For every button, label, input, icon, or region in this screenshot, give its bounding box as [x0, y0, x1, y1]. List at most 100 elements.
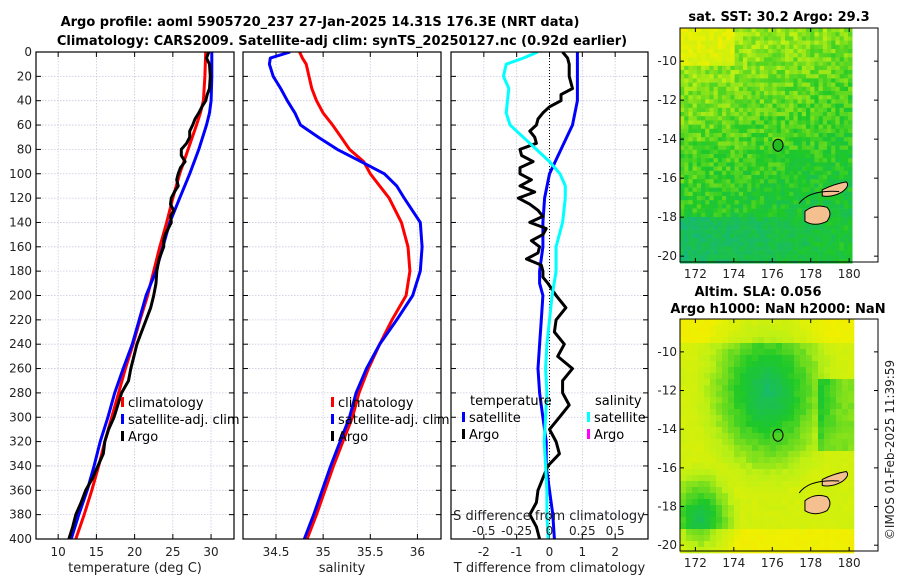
- x-tick-label: 34.5: [263, 545, 290, 559]
- map-lat-tick-label: -18: [657, 500, 677, 514]
- axes-frame: [450, 51, 649, 540]
- x-tick-label: 35.5: [357, 545, 384, 559]
- map-frame: [679, 318, 879, 552]
- sla-map-title-line2: Argo h1000: NaN h2000: NaN: [670, 302, 885, 317]
- map-lon-tick-label: 172: [684, 267, 707, 281]
- axes-frame: [242, 51, 442, 540]
- y-tick-label: 320: [9, 435, 32, 449]
- legend-temp-2-label: Argo: [128, 430, 158, 445]
- legend-sal-2-label: Argo: [338, 430, 368, 445]
- s-diff-tick-label: 0.5: [606, 524, 625, 538]
- s-diff-tick-label: 0: [546, 524, 554, 538]
- map-lon-tick-label: 174: [722, 267, 745, 281]
- map-lat-tick-label: -16: [657, 171, 677, 185]
- x-axis-label: salinity: [319, 561, 366, 576]
- map-lon-tick-label: 176: [761, 556, 784, 570]
- y-tick-label: 200: [9, 289, 32, 303]
- y-tick-label: 400: [9, 532, 32, 546]
- salinity-panel: 34.5 35 35.5 36 salinity climatology satellite…: [242, 51, 450, 576]
- x-tick-label: 30: [203, 545, 218, 559]
- y-tick-label: 20: [17, 69, 32, 83]
- imos-watermark: ©IMOS 01-Feb-2025 11:39:59: [883, 360, 897, 540]
- legend-temp-1-label: satellite-adj. clim: [128, 413, 240, 428]
- heatmap-cells: [680, 28, 853, 264]
- y-tick-label: 100: [9, 167, 32, 181]
- figure-title-line2: Climatology: CARS2009. Satellite-adj cli…: [57, 34, 627, 49]
- series-group: [267, 52, 424, 539]
- y-tick-label: 80: [17, 142, 32, 156]
- series-group: [502, 52, 579, 539]
- y-tick-label: 260: [9, 362, 32, 376]
- x-tick-label: -2: [478, 545, 490, 559]
- y-tick-label: 380: [9, 508, 32, 522]
- map-lon-tick-label: 178: [799, 267, 822, 281]
- map-lon-tick-label: 178: [799, 556, 822, 570]
- x-tick-label: 0: [546, 545, 554, 559]
- map-lon-tick-label: 174: [722, 556, 745, 570]
- map-lon-tick-label: 176: [761, 267, 784, 281]
- heatmap-cells: [680, 319, 855, 554]
- map-lat-tick-label: -10: [657, 345, 677, 359]
- land-vanua-levu: [821, 181, 849, 197]
- series-group: [67, 52, 214, 539]
- s-diff-tick-label: -0.25: [501, 524, 532, 538]
- series-line-satellite-adj-clim: [267, 52, 424, 539]
- y-tick-label: 300: [9, 410, 32, 424]
- map-frame: [679, 27, 879, 263]
- map-lon-tick-label: 180: [838, 556, 861, 570]
- legend-sal-1-label: satellite-adj. clim: [338, 413, 450, 428]
- y-tick-label: 340: [9, 459, 32, 473]
- s-diff-tick-label: -0.5: [472, 524, 495, 538]
- argo-location-marker: [772, 138, 784, 152]
- y-tick-label: 180: [9, 264, 32, 278]
- argo-location-marker: [772, 428, 784, 442]
- map-lat-tick-label: -16: [657, 461, 677, 475]
- map-lat-tick-label: -18: [657, 210, 677, 224]
- x-tick-label: 2: [611, 545, 619, 559]
- sla-map-panel: 172 174 176 178 180 -10 -12 -14 -16 -18 -20 Altim. …: [657, 285, 885, 570]
- legend-diff-temp-argo-label: Argo: [469, 428, 499, 443]
- x-tick-label: 25: [165, 545, 180, 559]
- reef-contour: [798, 190, 840, 204]
- y-tick-label: 240: [9, 337, 32, 351]
- x-axis-label: T difference from climatology: [453, 561, 646, 576]
- map-lon-tick-label: 172: [684, 556, 707, 570]
- legend-temp-2-swatch: [121, 431, 124, 441]
- sst-map-title: sat. SST: 30.2 Argo: 29.3: [688, 10, 869, 25]
- sst-map-panel: 172 174 176 178 180 -10 -12 -14 -16 -18 -20 sat. SS…: [657, 10, 879, 281]
- y-tick-label: 160: [9, 240, 32, 254]
- y-tick-label: 360: [9, 483, 32, 497]
- series-line-salinity-satellite: [502, 52, 567, 539]
- series-line-temperature-argo: [516, 52, 574, 539]
- legend-temp-0-swatch: [121, 397, 124, 407]
- x-axis-label: temperature (deg C): [68, 561, 202, 576]
- s-diff-tick-label: 0.25: [569, 524, 596, 538]
- s-diff-axis-label: S difference from climatology: [453, 509, 645, 524]
- x-tick-label: -1: [511, 545, 523, 559]
- series-line-argo: [67, 52, 212, 539]
- legend-diff-temp-argo-swatch: [462, 429, 465, 439]
- legend-sal-1-swatch: [331, 414, 334, 424]
- legend-temp-0-label: climatology: [128, 396, 204, 411]
- legend-diff-sal-argo-label: Argo: [594, 428, 624, 443]
- y-tick-label: 120: [9, 191, 32, 205]
- map-lat-tick-label: -10: [657, 54, 677, 68]
- series-line-satellite-adj-clim: [69, 52, 214, 539]
- series-line-climatology: [298, 52, 412, 539]
- figure-title-line1: Argo profile: aoml 5905720_237 27-Jan-20…: [61, 15, 580, 30]
- sla-map-title-line1: Altim. SLA: 0.056: [695, 285, 822, 300]
- y-tick-label: 220: [9, 313, 32, 327]
- x-tick-label: 20: [127, 545, 142, 559]
- legend-sal-0-label: climatology: [338, 396, 414, 411]
- land-vanua-levu: [821, 470, 849, 487]
- y-tick-label: 0: [24, 45, 32, 59]
- x-tick-label: 10: [51, 545, 66, 559]
- legend-diff-temp-satellite-label: satellite: [469, 411, 521, 426]
- legend-temperature-title: temperature: [470, 394, 552, 409]
- y-tick-label: 60: [17, 118, 32, 132]
- x-tick-label: 1: [579, 545, 587, 559]
- map-lat-tick-label: -12: [657, 93, 677, 107]
- map-lat-tick-label: -20: [657, 538, 677, 552]
